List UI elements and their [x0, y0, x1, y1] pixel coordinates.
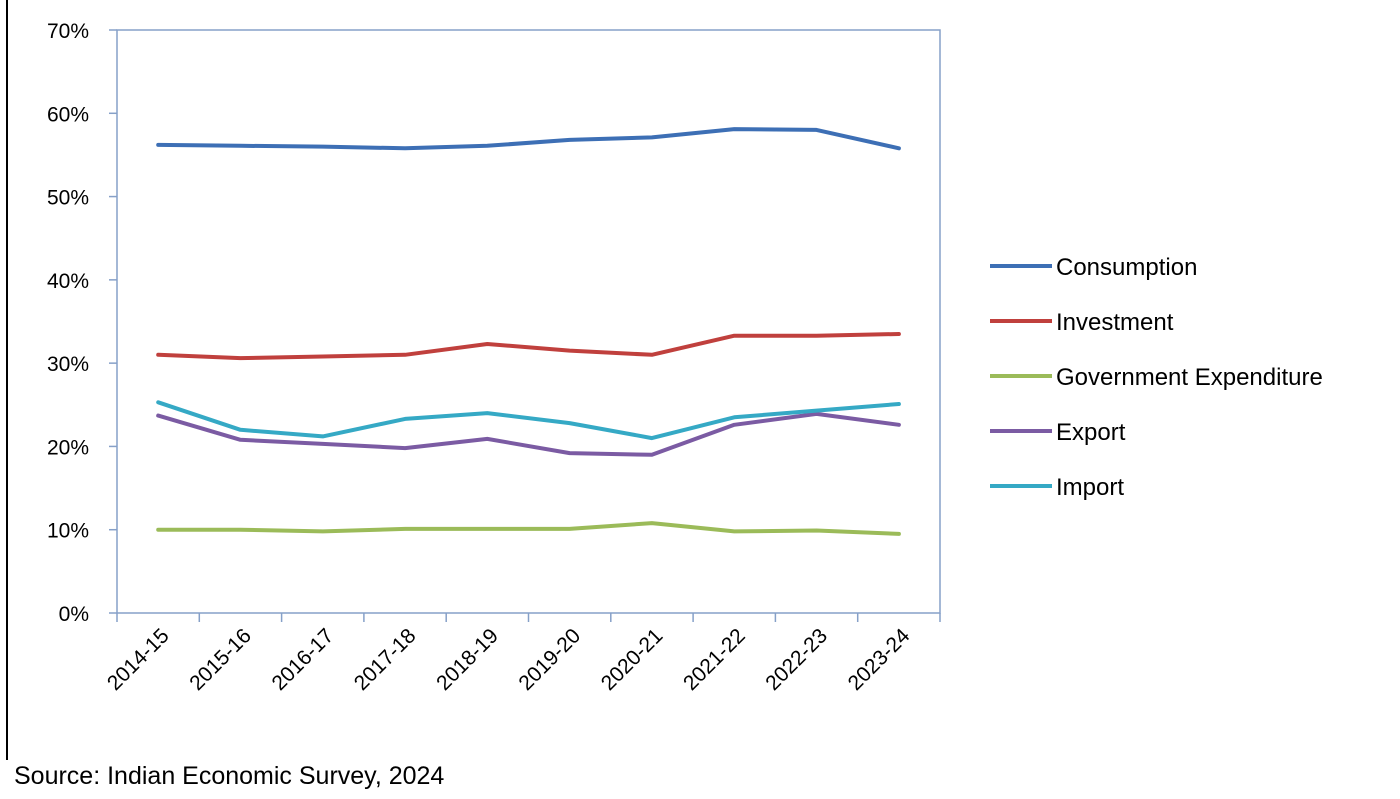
x-tick-label: 2019-20	[514, 624, 585, 695]
line-chart: 0%10%20%30%40%50%60%70% 2014-15 2015-16 20…	[47, 20, 1323, 695]
x-tick-label: 2018-19	[432, 624, 503, 695]
legend: Consumption Investment Government Expendit…	[990, 254, 1323, 501]
y-tick-label: 20%	[47, 436, 89, 459]
x-tick-label: 2014-15	[103, 624, 174, 695]
legend-label: Consumption	[1056, 254, 1197, 281]
left-frame-border	[6, 0, 8, 760]
series-line-investment	[156, 332, 901, 361]
y-axis: 0% 10% 20% 30% 40% 50% 60% 70%	[47, 20, 941, 626]
series-lines	[156, 127, 901, 536]
y-tick-label: 30%	[47, 353, 89, 376]
legend-label: Import	[1056, 474, 1124, 501]
y-tick-label: 70%	[47, 20, 89, 43]
y-tick-label: 0%	[59, 603, 89, 626]
x-tick-label: 2017-18	[350, 624, 421, 695]
series-line-import	[156, 400, 901, 441]
x-tick-label: 2015-16	[185, 624, 256, 695]
plot-area-border	[116, 29, 941, 614]
series-line-consumption	[156, 127, 901, 151]
source-note: Source: Indian Economic Survey, 2024	[14, 762, 445, 790]
y-tick-label: 40%	[47, 270, 89, 293]
x-tick-label: 2022-23	[761, 624, 832, 695]
legend-label: Investment	[1056, 309, 1174, 336]
y-tick-label: 10%	[47, 520, 89, 543]
y-tick-label: 50%	[47, 187, 89, 210]
y-tick-label: 60%	[47, 103, 89, 126]
x-tick-label: 2020-21	[597, 624, 668, 695]
x-tick-label: 2016-17	[268, 624, 339, 695]
legend-label: Export	[1056, 419, 1126, 446]
x-tick-label: 2023-24	[844, 624, 915, 695]
x-axis: 2014-15 2015-16 2016-17 2017-18 2018-19 2019-…	[103, 613, 941, 695]
series-line-government-expenditure	[156, 521, 901, 536]
series-line-export	[156, 411, 901, 457]
x-tick-label: 2021-22	[679, 624, 750, 695]
legend-label: Government Expenditure	[1056, 364, 1323, 391]
